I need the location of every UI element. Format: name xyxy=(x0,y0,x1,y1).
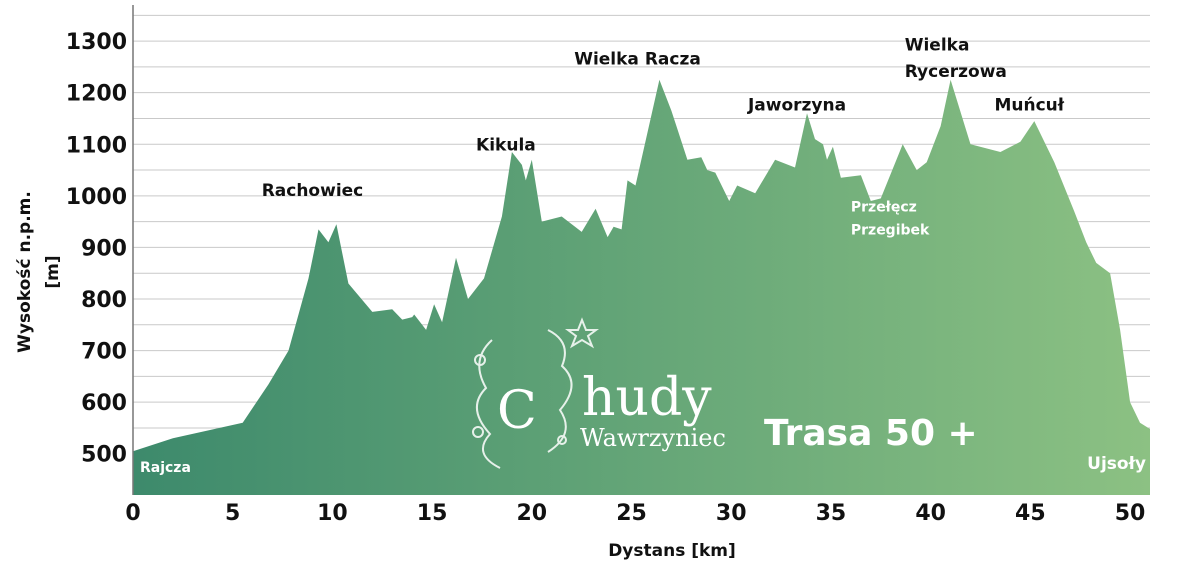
ornament-swirl-right xyxy=(547,329,573,453)
y-tick-label: 500 xyxy=(81,443,127,468)
y-tick-label: 600 xyxy=(81,391,127,416)
y-tick-labels: 500 600 700 800 900 1000 1100 1200 1300 xyxy=(66,30,127,468)
ornament-icon xyxy=(472,317,599,469)
ornament-swirl-left xyxy=(476,339,501,469)
logo-initial: C xyxy=(497,381,537,441)
y-axis-title: Wysokość n.p.m. xyxy=(15,191,35,353)
x-axis-title: Dystans [km] xyxy=(608,541,736,561)
peak-label: Rachowiec xyxy=(262,181,364,201)
y-tick-label: 900 xyxy=(81,236,127,261)
peak-labels: Rachowiec Kikula Wielka Racza Jaworzyna Wiel… xyxy=(140,35,1146,475)
x-tick-label: 10 xyxy=(317,501,348,526)
peak-label: Muńcuł xyxy=(994,96,1064,116)
place-label: Przegibek xyxy=(851,223,930,239)
place-label: Rajcza xyxy=(140,460,191,476)
peak-label: Kikula xyxy=(476,135,536,155)
x-tick-label: 45 xyxy=(1015,501,1046,526)
y-tick-label: 1100 xyxy=(66,133,127,158)
star-icon xyxy=(565,317,599,349)
ornament-dot xyxy=(472,426,484,438)
y-axis-unit: [m] xyxy=(43,255,63,288)
x-tick-label: 30 xyxy=(716,501,747,526)
peak-label: Jaworzyna xyxy=(747,96,846,116)
ornament-dot xyxy=(557,435,567,445)
x-tick-labels: 0 5 10 15 20 25 30 35 40 45 50 xyxy=(125,501,1145,526)
x-tick-label: 35 xyxy=(816,501,847,526)
peak-label: Rycerzowa xyxy=(905,62,1007,82)
logo-word: hudy xyxy=(582,368,712,428)
x-tick-label: 25 xyxy=(616,501,647,526)
y-tick-label: 1300 xyxy=(66,30,127,55)
y-tick-label: 800 xyxy=(81,288,127,313)
place-label: Przełęcz xyxy=(851,199,917,215)
route-label: Trasa 50 + xyxy=(764,413,978,454)
x-tick-label: 0 xyxy=(125,501,140,526)
y-tick-label: 1200 xyxy=(66,82,127,107)
x-tick-label: 40 xyxy=(915,501,946,526)
elevation-area xyxy=(133,79,1150,496)
x-tick-label: 20 xyxy=(517,501,548,526)
y-tick-label: 1000 xyxy=(66,185,127,210)
place-label: Ujsoły xyxy=(1087,454,1146,474)
peak-label: Wielka xyxy=(905,35,970,55)
brand-logo: C hudy Wawrzyniec xyxy=(472,317,726,469)
x-tick-label: 50 xyxy=(1115,501,1146,526)
x-tick-label: 5 xyxy=(225,501,240,526)
y-tick-label: 700 xyxy=(81,340,127,365)
peak-label: Wielka Racza xyxy=(574,49,701,69)
logo-subtitle: Wawrzyniec xyxy=(580,424,726,452)
ornament-dot xyxy=(474,354,486,366)
x-tick-label: 15 xyxy=(417,501,448,526)
